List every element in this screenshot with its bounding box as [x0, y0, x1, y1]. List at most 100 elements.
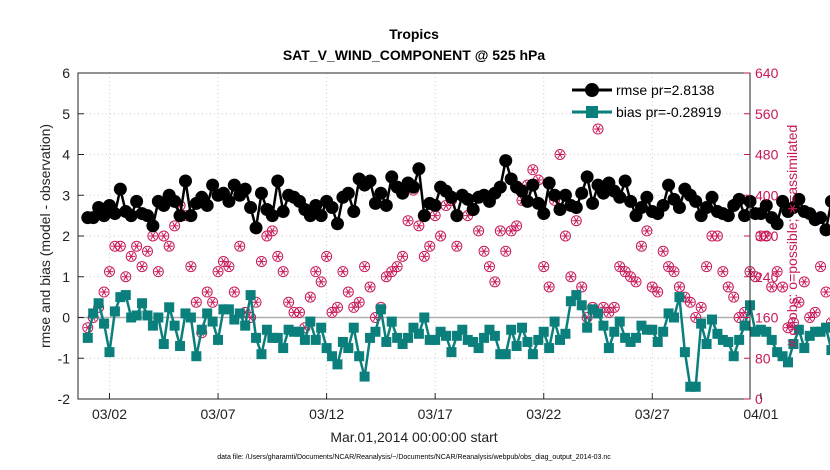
obs-marker-circle — [304, 291, 316, 303]
obs-marker-circle — [494, 225, 506, 237]
bias-point — [614, 316, 625, 327]
obs-marker — [793, 296, 805, 308]
rmse-point — [303, 209, 317, 223]
bias-point — [560, 328, 571, 339]
rmse-point — [347, 205, 361, 219]
rmse-point — [368, 196, 382, 210]
obs-marker-circle — [500, 245, 512, 257]
obs-marker-circle — [760, 230, 772, 242]
rmse-point — [634, 200, 648, 214]
obs-marker — [771, 266, 783, 278]
rmse-point — [157, 198, 171, 212]
obs-marker-stroke — [280, 267, 286, 276]
obs-marker — [473, 225, 485, 237]
obs-marker — [668, 266, 680, 278]
rmse-point — [493, 180, 507, 194]
rmse-point — [569, 200, 583, 214]
bias-point — [576, 300, 587, 311]
obs-marker-circle — [554, 149, 566, 160]
legend-rmse-marker — [585, 83, 599, 97]
obs-marker-circle — [277, 266, 289, 278]
obs-marker-stroke — [145, 247, 150, 255]
obs-marker-stroke — [780, 283, 786, 291]
obs-marker-stroke — [335, 303, 340, 312]
bias-point — [511, 341, 522, 352]
y-right-tick-label: 0 — [755, 391, 763, 407]
obs-marker-circle — [353, 296, 365, 308]
y-right-tick-label: 400 — [755, 187, 779, 203]
bias-point — [761, 326, 772, 337]
y-tick-label: 4 — [62, 147, 70, 163]
bias-point — [343, 343, 354, 354]
bias-point — [348, 322, 359, 333]
obs-marker-stroke — [823, 288, 829, 296]
obs-marker — [500, 245, 512, 257]
obs-marker-stroke — [188, 262, 194, 271]
rmse-point — [227, 178, 241, 192]
bias-point — [647, 324, 658, 335]
bias-point — [707, 314, 718, 325]
y-tick-label: -1 — [58, 350, 71, 366]
obs-marker — [435, 230, 447, 242]
obs-marker — [98, 286, 110, 298]
bias-point — [587, 304, 598, 315]
obs-marker-stroke — [107, 267, 112, 276]
bias-point — [712, 328, 723, 339]
x-tick-label: 03/17 — [418, 406, 453, 422]
obs-marker-circle — [321, 250, 333, 262]
obs-marker — [103, 266, 115, 278]
rmse-point — [558, 188, 572, 202]
obs-marker — [283, 296, 295, 308]
obs-marker — [201, 286, 213, 298]
obs-marker — [331, 301, 343, 313]
bias-point — [137, 298, 148, 309]
bias-point — [403, 332, 414, 343]
data-file-footnote: data file: /Users/gharamti/Documents/NCA… — [217, 454, 611, 461]
bias-point — [218, 304, 229, 315]
obs-marker — [342, 286, 354, 298]
bias-point — [593, 308, 604, 319]
bias-point — [82, 332, 93, 343]
obs-marker — [711, 230, 723, 242]
bias-point — [690, 381, 701, 392]
obs-marker-circle — [684, 296, 696, 308]
obs-marker-stroke — [318, 278, 324, 286]
rmse-point — [499, 154, 513, 168]
rmse-point — [314, 209, 328, 223]
bias-point — [549, 316, 560, 327]
obs-marker-stroke — [438, 232, 444, 240]
obs-marker-circle — [641, 225, 653, 237]
obs-marker-stroke — [362, 262, 368, 271]
obs-marker-stroke — [698, 303, 704, 312]
bias-point — [223, 304, 234, 315]
rmse-point — [618, 174, 632, 188]
bias-point — [717, 334, 728, 345]
rmse-point — [450, 209, 464, 223]
rmse-point — [417, 209, 431, 223]
obs-marker-circle — [391, 261, 403, 273]
obs-marker — [266, 225, 278, 237]
rmse-point — [200, 198, 214, 212]
obs-marker-stroke — [139, 262, 145, 271]
rmse-point — [265, 209, 279, 223]
bias-point — [196, 324, 207, 335]
bias-point — [506, 324, 517, 335]
obs-marker-stroke — [476, 227, 482, 235]
obs-marker-stroke — [818, 262, 823, 271]
bias-point — [500, 349, 511, 360]
y-right-tick-label: 320 — [755, 228, 779, 244]
obs-marker-stroke — [367, 283, 373, 291]
obs-marker — [310, 266, 322, 278]
obs-marker-circle — [141, 245, 153, 257]
bias-point — [782, 357, 793, 368]
obs-marker-circle — [695, 301, 707, 313]
y-tick-label: 5 — [62, 106, 70, 122]
obs-marker-circle — [359, 261, 371, 273]
bias-point — [658, 326, 669, 337]
rmse-point — [178, 174, 192, 188]
obs-marker-stroke — [345, 288, 351, 296]
obs-marker-stroke — [801, 278, 807, 286]
obs-marker-circle — [255, 255, 267, 267]
obs-marker — [527, 164, 539, 176]
rmse-point — [412, 162, 426, 176]
